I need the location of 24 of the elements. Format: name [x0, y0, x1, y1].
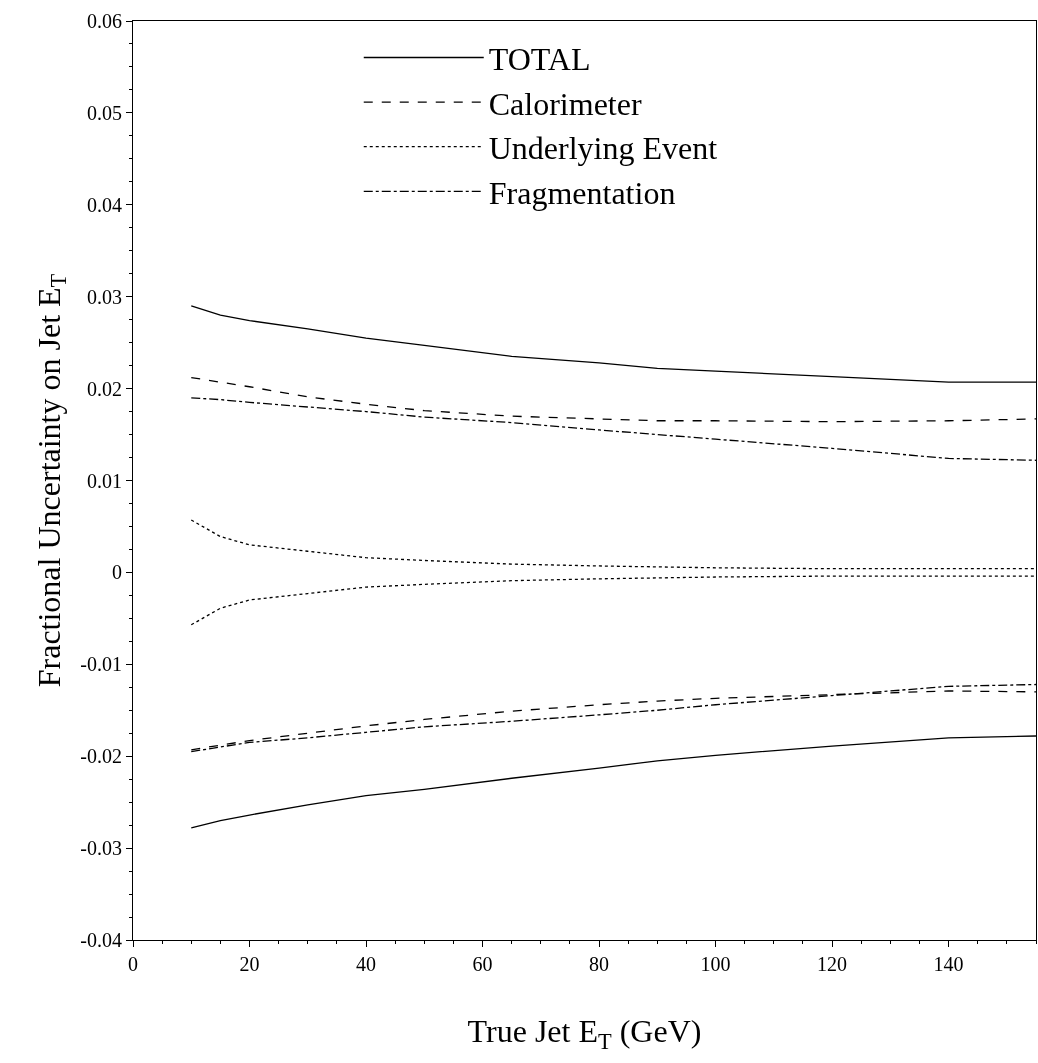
- y-tick-label: -0.02: [80, 745, 122, 768]
- legend-label: Fragmentation: [488, 174, 676, 211]
- x-tick-label: 20: [239, 953, 260, 975]
- y-tick-label: 0.05: [87, 101, 122, 124]
- x-tick-label: 0: [128, 953, 138, 975]
- y-tick-label: 0.06: [87, 10, 122, 32]
- x-tick-label: 60: [472, 953, 493, 975]
- x-tick-label: 100: [700, 953, 731, 975]
- legend-label: Calorimeter: [488, 85, 642, 122]
- y-tick-label: -0.03: [80, 837, 122, 860]
- legend-label: Underlying Event: [488, 130, 718, 167]
- y-tick-label: 0.01: [87, 469, 122, 492]
- y-tick-label: 0: [112, 561, 122, 584]
- x-tick-label: 40: [356, 953, 377, 975]
- y-tick-label: 0.04: [87, 193, 122, 216]
- x-tick-label: 80: [589, 953, 610, 975]
- x-tick-label: 140: [933, 953, 964, 975]
- y-tick-label: -0.01: [80, 653, 122, 676]
- y-tick-label: 0.03: [87, 285, 122, 308]
- y-tick-label: -0.04: [80, 929, 122, 951]
- y-tick-label: 0.02: [87, 377, 122, 400]
- x-tick-label: 120: [817, 953, 848, 975]
- x-axis-title: True Jet E$_{T}$ (GeV): [467, 1012, 702, 1054]
- legend-label: TOTAL: [488, 40, 591, 77]
